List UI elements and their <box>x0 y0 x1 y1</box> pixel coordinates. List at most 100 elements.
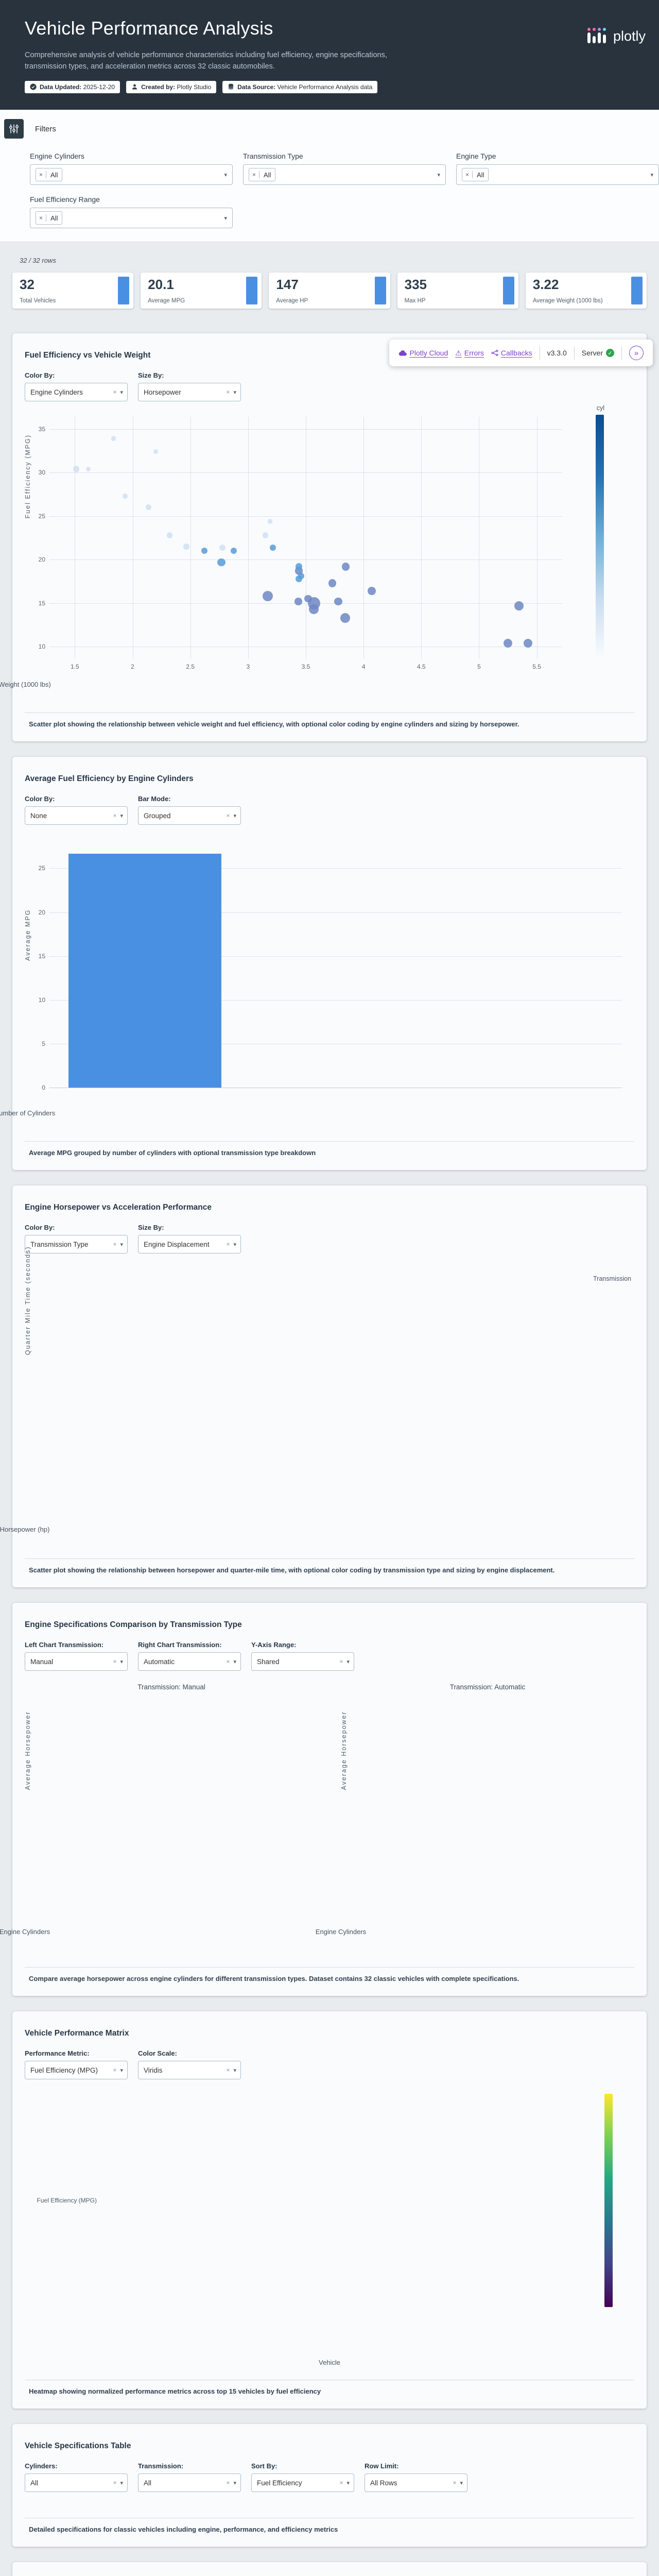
dash-debug-toolbar: Plotly Cloud ⚠ Errors Callbacks v3.3.0 S… <box>389 340 653 366</box>
x-axis-title: Weight (1000 lbs) <box>0 681 51 688</box>
clear-icon[interactable]: × <box>113 388 117 396</box>
callbacks-link[interactable]: Callbacks <box>491 349 532 357</box>
control: Right Chart Transmission: Automatic × ▾ <box>138 1641 241 1671</box>
x-axis-title: Number of Cylinders <box>0 1109 56 1117</box>
select-color-by-[interactable]: Engine Cylinders × ▾ <box>25 383 128 401</box>
header-badge: Data Updated: 2025-12-20 <box>25 80 120 93</box>
clear-icon[interactable]: × <box>113 1241 117 1248</box>
data-point <box>340 613 350 623</box>
clear-icon[interactable]: × <box>226 388 230 396</box>
select-size-by-[interactable]: Engine Displacement × ▾ <box>138 1235 241 1253</box>
select-row-limit-[interactable]: All Rows × ▾ <box>365 2473 467 2492</box>
data-point <box>201 548 207 554</box>
bar-avg-mpg-chart[interactable]: Average MPG 0 5 10 15 20 25 Number of Cylinde… <box>0 838 634 1128</box>
clear-icon[interactable]: × <box>113 2479 117 2486</box>
select-transmission-[interactable]: All × ▾ <box>138 2473 241 2492</box>
control-label: Cylinders: <box>25 2462 58 2470</box>
select-y-axis-range-[interactable]: Shared × ▾ <box>251 1652 354 1671</box>
clear-icon[interactable]: × <box>113 812 117 819</box>
remove-icon[interactable]: × <box>462 171 473 178</box>
control-label: Performance Metric: <box>25 2049 90 2057</box>
clear-icon[interactable]: × <box>339 2479 343 2486</box>
data-point <box>230 548 237 554</box>
clear-icon[interactable]: × <box>226 2479 230 2486</box>
control-label: Color By: <box>25 371 55 379</box>
data-point <box>183 544 189 550</box>
data-point <box>294 598 302 605</box>
header-badge: Data Source: Vehicle Performance Analysi… <box>222 80 378 93</box>
select-performance-metric-[interactable]: Fuel Efficiency (MPG) × ▾ <box>25 2061 128 2079</box>
stat-card: 335 Max HP <box>397 273 518 309</box>
subplot-automatic[interactable]: Transmission: Automatic Average Horsepow… <box>316 1683 634 1954</box>
control-label: Transmission: <box>138 2462 184 2470</box>
stat-label: Average Weight (1000 lbs) <box>532 298 603 304</box>
control-label: Right Chart Transmission: <box>138 1641 222 1649</box>
subplot-manual[interactable]: Transmission: Manual Average Horsepower … <box>0 1683 318 1954</box>
data-point <box>262 591 273 602</box>
stat-accent-bar <box>502 277 514 304</box>
errors-link[interactable]: ⚠ Errors <box>455 348 484 358</box>
header-badges: Data Updated: 2025-12-20 Created by: Plot… <box>25 80 634 93</box>
chart-card-performance-matrix: Vehicle Performance Matrix Performance M… <box>12 2011 647 2409</box>
stat-value: 20.1 <box>148 277 174 292</box>
chevron-down-icon: ▾ <box>120 812 123 819</box>
clear-icon[interactable]: × <box>226 2066 230 2074</box>
clear-icon[interactable]: × <box>226 1241 230 1248</box>
card-title: Engine Specifications Comparison by Tran… <box>25 1620 242 1629</box>
filter-select-engine-type[interactable]: × All ▾ <box>456 164 659 185</box>
select-color-scale-[interactable]: Viridis × ▾ <box>138 2061 241 2079</box>
filter-field: Transmission Type × All ▾ <box>243 152 446 185</box>
collapse-toolbar-button[interactable]: » <box>629 346 644 360</box>
stat-value: 32 <box>20 277 34 292</box>
data-point <box>146 504 152 511</box>
remove-icon[interactable]: × <box>36 214 47 222</box>
stat-accent-bar <box>246 277 258 304</box>
filter-select-transmission-type[interactable]: × All ▾ <box>243 164 446 185</box>
chevron-down-icon: ▾ <box>233 1658 236 1665</box>
chevron-down-icon: ▾ <box>460 2480 463 2486</box>
card-title: Average Fuel Efficiency by Engine Cylind… <box>25 774 194 783</box>
chevron-down-icon: ▾ <box>233 389 236 396</box>
select-cylinders-[interactable]: All × ▾ <box>25 2473 128 2492</box>
select-size-by-[interactable]: Horsepower × ▾ <box>138 383 241 401</box>
card-title: Fuel Efficiency vs Vehicle Weight <box>25 351 151 360</box>
filter-field: Engine Cylinders × All ▾ <box>30 152 233 185</box>
scatter-weight-mpg-chart[interactable]: Fuel Efficiency (MPG) 1.5 2 2.5 3 3.5 4 4.5 5 5.… <box>0 404 634 699</box>
heatmap-chart[interactable]: Fuel Efficiency (MPG) Vehicle <box>25 2094 634 2366</box>
select-color-by-[interactable]: None × ▾ <box>25 806 128 825</box>
clear-icon[interactable]: × <box>453 2479 457 2486</box>
stat-value: 335 <box>404 277 427 292</box>
check-icon: ✓ <box>606 349 614 357</box>
chevron-down-icon: ▾ <box>233 1241 236 1248</box>
remove-icon[interactable]: × <box>36 171 47 178</box>
plotly-cloud-link[interactable]: Plotly Cloud <box>398 349 448 357</box>
clear-icon[interactable]: × <box>339 1658 343 1665</box>
control: Left Chart Transmission: Manual × ▾ <box>25 1641 128 1671</box>
stat-card: 147 Average HP <box>269 273 390 309</box>
clear-icon[interactable]: × <box>226 1658 230 1665</box>
select-sort-by-[interactable]: Fuel Efficiency × ▾ <box>251 2473 354 2492</box>
scatter-hp-qsec-chart[interactable]: Quarter Mile Time (seconds) Transmission… <box>0 1246 634 1545</box>
filter-field: Fuel Efficiency Range × All ▾ <box>30 195 233 228</box>
colorbar-title: cyl <box>596 404 604 412</box>
select-left-chart-transmission-[interactable]: Manual × ▾ <box>25 1652 128 1671</box>
cloud-icon <box>398 350 407 356</box>
remove-icon[interactable]: × <box>249 171 260 178</box>
select-color-by-[interactable]: Transmission Type × ▾ <box>25 1235 128 1253</box>
chevron-down-icon: ▾ <box>233 2067 236 2074</box>
legend[interactable]: Transmission <box>593 1275 631 1286</box>
vehicle-specifications-card: Vehicle Specifications Table Cylinders: A… <box>12 2424 647 2547</box>
dash-version: v3.3.0 <box>547 349 567 357</box>
filter-select-fuel-efficiency-range[interactable]: × All ▾ <box>30 208 233 228</box>
clear-icon[interactable]: × <box>226 812 230 819</box>
clear-icon[interactable]: × <box>113 2066 117 2074</box>
data-point <box>334 597 342 606</box>
clear-icon[interactable]: × <box>113 1658 117 1665</box>
control: Color By: None × ▾ <box>25 795 128 825</box>
select-bar-mode-[interactable]: Grouped × ▾ <box>138 806 241 825</box>
filter-select-engine-cylinders[interactable]: × All ▾ <box>30 164 233 185</box>
select-right-chart-transmission-[interactable]: Automatic × ▾ <box>138 1652 241 1671</box>
chart-card-fuel-efficiency-vs-weight: Plotly Cloud ⚠ Errors Callbacks v3.3.0 S… <box>0 333 653 741</box>
table-caption: Detailed specifications for classic vehi… <box>25 2518 634 2536</box>
control: Size By: Engine Displacement × ▾ <box>138 1224 241 1253</box>
